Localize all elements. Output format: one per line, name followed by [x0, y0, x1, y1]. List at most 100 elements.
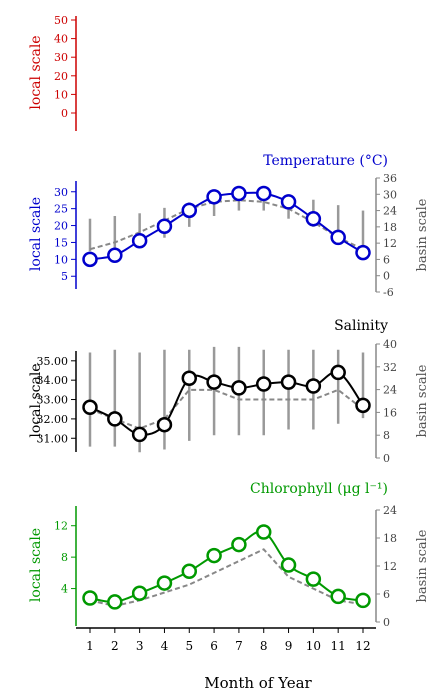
local-series-point — [255, 524, 272, 540]
x-axis-tick-label: 12 — [355, 639, 370, 653]
local-series-point — [280, 374, 297, 390]
local-axis-tick-label: 32.00 — [37, 413, 69, 426]
local-series-point — [231, 536, 247, 553]
local-axis-tick-label: 20 — [54, 70, 68, 83]
local-axis-label: local scale — [28, 197, 44, 271]
local-series-point — [231, 185, 247, 202]
local-axis-tick-label: 40 — [54, 33, 68, 46]
basin-axis-label: basin scale — [415, 529, 430, 602]
x-axis-tick-label: 8 — [260, 639, 268, 653]
local-series-point — [156, 218, 173, 234]
local-series-point — [82, 399, 98, 416]
x-axis-label: Month of Year — [204, 674, 312, 692]
basin-axis-tick-label: 24 — [383, 384, 397, 397]
panel-title: Salinity — [334, 318, 388, 334]
local-axis-tick-label: 8 — [61, 551, 68, 564]
basin-median-line — [89, 548, 364, 607]
local-axis-tick-label: 30 — [54, 186, 68, 199]
local-series-point — [280, 557, 297, 573]
local-series-point — [280, 194, 297, 210]
local-axis-tick-label: 25 — [54, 203, 68, 216]
panel-title: Chlorophyll (μg l⁻¹) — [250, 481, 388, 497]
x-axis-tick-label: 10 — [306, 639, 321, 653]
local-series-point — [355, 592, 371, 609]
basin-axis-tick-label: 0 — [383, 452, 390, 465]
x-axis-tick-label: 3 — [136, 639, 144, 653]
local-series-point — [255, 185, 272, 202]
local-series-point — [305, 378, 322, 394]
basin-axis-tick-label: 6 — [383, 588, 390, 601]
local-series-point — [156, 575, 173, 591]
basin-axis-tick-label: 0 — [383, 270, 390, 283]
local-axis-tick-label: 50 — [54, 14, 68, 27]
basin-axis-tick-label: 24 — [383, 504, 397, 517]
local-series-point — [181, 370, 198, 386]
basin-axis-tick-label: 36 — [383, 172, 397, 185]
local-axis-label: local scale — [28, 35, 44, 109]
local-axis-tick-label: 4 — [61, 583, 68, 596]
local-series-point — [131, 233, 148, 249]
x-axis-tick-label: 9 — [285, 639, 293, 653]
basin-axis-tick-label: 12 — [383, 237, 397, 250]
local-axis-tick-label: 34.00 — [37, 374, 69, 387]
basin-axis-tick-label: 16 — [383, 406, 397, 419]
local-axis-tick-label: 20 — [54, 220, 68, 233]
local-axis-tick-label: 15 — [54, 236, 68, 249]
local-series-point — [131, 585, 148, 602]
local-series-point — [206, 547, 222, 564]
basin-axis-tick-label: 40 — [383, 338, 397, 351]
local-series-point — [206, 189, 222, 205]
basin-axis-tick-label: 24 — [383, 205, 397, 218]
basin-axis-tick-label: 18 — [383, 221, 397, 234]
basin-median-line — [89, 388, 364, 430]
basin-axis-tick-label: 12 — [383, 560, 397, 573]
local-series-point — [355, 397, 371, 414]
basin-axis-tick-label: 8 — [383, 429, 390, 442]
local-axis-tick-label: 10 — [54, 253, 68, 266]
local-series-point — [231, 380, 247, 396]
local-series-point — [330, 588, 346, 605]
basin-axis-tick-label: -6 — [383, 286, 394, 299]
panel-empty: 0 10 20 30 40 50 local scale — [28, 14, 77, 131]
local-series-point — [107, 594, 123, 610]
local-axis-tick-label: 12 — [54, 520, 68, 533]
local-series-point — [355, 244, 371, 261]
local-axis-label: local scale — [28, 363, 44, 437]
basin-axis-label: basin scale — [415, 364, 430, 437]
local-series-point — [330, 229, 346, 246]
local-series-point — [181, 563, 198, 580]
local-series-point — [255, 376, 272, 392]
local-series-point — [206, 374, 222, 390]
local-series-point — [82, 590, 98, 606]
x-axis-tick-label: 11 — [331, 639, 346, 653]
local-axis-label: local scale — [28, 528, 44, 602]
x-axis-tick-label: 4 — [161, 639, 169, 653]
local-series-point — [181, 202, 198, 219]
local-axis-tick-label: 35.00 — [37, 355, 69, 368]
local-axis-tick-label: 10 — [54, 88, 68, 101]
local-series-point — [107, 247, 123, 264]
basin-axis-label: basin scale — [415, 198, 430, 271]
x-axis-tick-label: 7 — [235, 639, 243, 653]
local-series-point — [156, 416, 173, 433]
local-axis-tick-label: 5 — [61, 270, 68, 283]
x-axis-tick-label: 6 — [210, 639, 218, 653]
basin-axis-tick-label: 18 — [383, 532, 397, 545]
local-axis-tick-label: 33.00 — [37, 394, 69, 407]
panel-title: Temperature (°C) — [263, 153, 388, 169]
local-axis-tick-label: 31.00 — [37, 432, 69, 445]
x-axis: 1 2 3 4 5 6 7 8 9 10 11 12 — [76, 627, 376, 653]
x-axis-tick-label: 1 — [86, 639, 94, 653]
local-series-point — [131, 426, 148, 443]
basin-axis-tick-label: 6 — [383, 253, 390, 266]
basin-axis-tick-label: 0 — [383, 616, 390, 629]
basin-axis-tick-label: 30 — [383, 188, 397, 201]
local-axis-tick-label: 0 — [61, 107, 68, 120]
local-series-point — [305, 211, 322, 227]
local-series-line — [89, 191, 364, 261]
basin-axis-tick-label: 32 — [383, 361, 397, 374]
x-axis-tick-label: 2 — [111, 639, 119, 653]
